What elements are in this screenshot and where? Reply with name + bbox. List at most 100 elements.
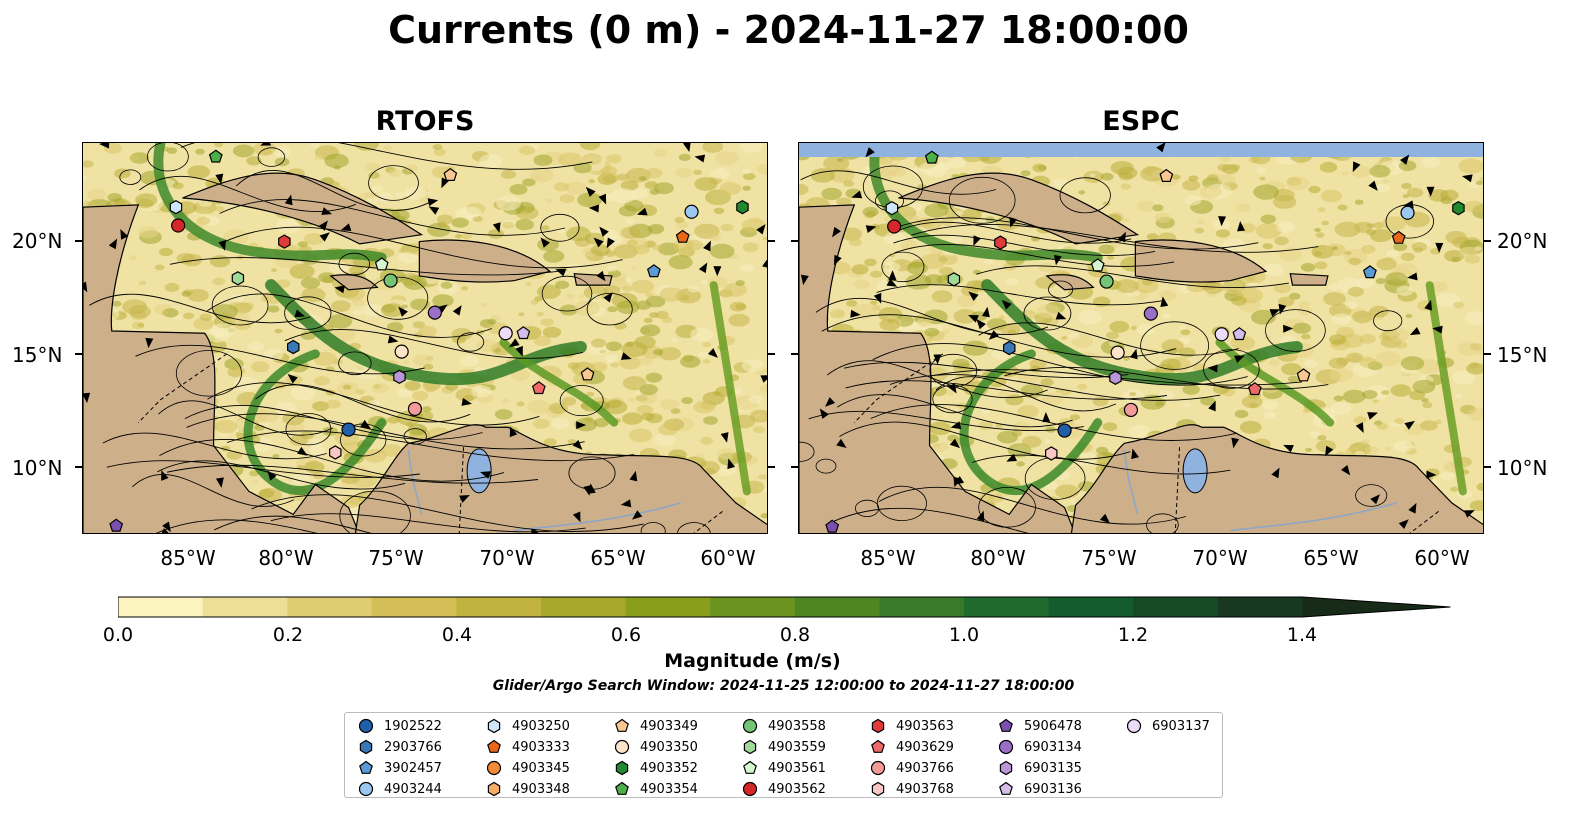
lon-label-60w-left: 60°W [700, 546, 756, 570]
float-marker [1232, 327, 1247, 341]
streamline [221, 226, 623, 269]
lon-label-85w-left: 85°W [160, 546, 216, 570]
legend-marker [743, 739, 757, 755]
streamline [826, 360, 1048, 399]
lon-label-70w-right: 70°W [1192, 546, 1248, 570]
arrowhead-icon [968, 291, 979, 301]
lake-maracaibo [466, 448, 492, 494]
arrowhead-icon [318, 220, 328, 231]
colorbar [118, 596, 1451, 618]
legend-entry: 4903345 [485, 759, 570, 777]
arrowhead-icon [267, 470, 277, 481]
arrowhead-icon [976, 510, 985, 522]
land-mass [1289, 273, 1329, 286]
land-mass [329, 274, 379, 291]
arrowhead-icon [698, 262, 708, 274]
land-mass [1070, 424, 1483, 533]
arrowhead-icon [988, 330, 999, 340]
lat-label-10n-right: 10°N [1497, 456, 1548, 480]
pentagon-marker-icon [999, 781, 1013, 795]
lon-label-60w-right: 60°W [1414, 546, 1470, 570]
figure-title: Currents (0 m) - 2024-11-27 18:00:00 [388, 8, 1189, 52]
float-marker [341, 422, 356, 437]
arrowhead-icon [865, 147, 875, 158]
legend-entry: 4903348 [485, 780, 570, 798]
float-marker [1452, 201, 1465, 216]
arrowhead-icon [1462, 174, 1473, 183]
eddy-streamline [1023, 296, 1072, 331]
lat-tick [75, 240, 82, 242]
legend-label: 4903561 [768, 760, 826, 776]
arrowhead-icon [1131, 448, 1139, 460]
arrowhead-icon [1409, 326, 1421, 336]
eddy-streamline [1048, 280, 1074, 299]
streamline [251, 494, 644, 532]
streamline [911, 224, 1319, 253]
arrowhead-icon [949, 438, 961, 449]
colorbar-tick: 0.2 [272, 624, 304, 646]
arrowhead-icon [632, 510, 643, 520]
circle-marker-icon [1126, 718, 1142, 734]
map-espc [798, 142, 1484, 534]
lake-maracaibo [1182, 448, 1208, 494]
lon-label-75w-left: 75°W [368, 546, 424, 570]
legend-label: 4903629 [896, 739, 954, 755]
land-mass [1134, 239, 1268, 283]
streamline [935, 376, 1117, 412]
land-mass [182, 172, 424, 245]
legend-label: 4903250 [512, 718, 570, 734]
legend-marker [359, 739, 373, 755]
arrowhead-icon [1355, 422, 1364, 433]
arrowhead-icon [218, 239, 227, 251]
lat-tick [1484, 240, 1491, 242]
streamline [837, 394, 1073, 428]
eddy-streamline [1265, 309, 1326, 352]
legend-label: 4903563 [896, 718, 954, 734]
arrowhead-icon [1408, 502, 1417, 514]
current-band [709, 281, 751, 496]
arrowhead-icon [1271, 467, 1280, 479]
float-marker [109, 518, 124, 532]
legend-entry: 6903136 [997, 780, 1082, 798]
arrowhead-icon [683, 143, 691, 153]
arrowhead-icon [83, 392, 91, 404]
arrowhead-icon [555, 268, 567, 277]
arrowhead-icon [833, 254, 842, 266]
float-marker [516, 326, 531, 340]
float-marker [1090, 258, 1105, 272]
arrowhead-icon [461, 398, 473, 406]
circle-marker-icon [998, 739, 1014, 755]
arrowhead-icon [576, 421, 587, 430]
legend-entry: 4903768 [869, 780, 954, 798]
arrowhead-icon [1399, 154, 1410, 165]
arrowhead-icon [865, 225, 877, 233]
arrowhead-icon [161, 470, 169, 481]
arrowhead-icon [1278, 303, 1287, 315]
arrowhead-icon [334, 285, 345, 294]
legend-entry: 4903766 [869, 759, 954, 777]
arrowhead-icon [1283, 324, 1294, 333]
streamline [889, 217, 1259, 250]
legend-label: 2903766 [384, 739, 442, 755]
arrowhead-icon [1129, 348, 1138, 360]
arrowhead-icon [707, 348, 718, 358]
float-marker [1099, 274, 1114, 289]
legend-marker [871, 739, 885, 753]
streamline [978, 322, 1239, 356]
float-marker [1109, 370, 1122, 385]
current-band [153, 143, 387, 263]
circle-marker-icon [486, 760, 502, 776]
arrowhead-icon [452, 305, 462, 316]
arrowhead-icon [284, 194, 293, 206]
legend-marker [615, 718, 629, 732]
arrowhead-icon [720, 432, 729, 443]
eddy-streamline [948, 176, 1016, 224]
arrowhead-icon [215, 173, 224, 185]
legend-marker [871, 718, 885, 734]
streamline [167, 464, 539, 484]
legend-label: 4903350 [640, 739, 698, 755]
arrowhead-icon [825, 397, 836, 407]
float-marker [1003, 340, 1016, 356]
current-band [1215, 338, 1335, 427]
hexagon-marker-icon [487, 718, 501, 734]
